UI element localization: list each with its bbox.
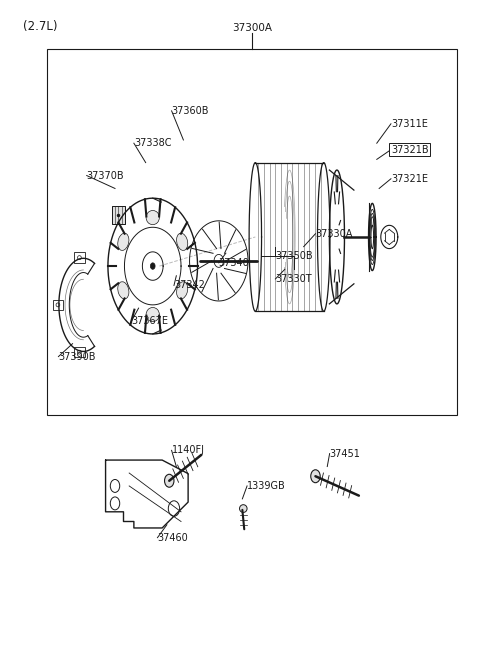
Text: 37390B: 37390B xyxy=(59,352,96,362)
Text: 37330T: 37330T xyxy=(276,274,312,284)
Text: 37342: 37342 xyxy=(174,280,205,290)
Text: 37370B: 37370B xyxy=(87,170,124,181)
Ellipse shape xyxy=(146,307,159,322)
Text: 37367E: 37367E xyxy=(132,316,168,326)
Bar xyxy=(74,252,84,263)
Ellipse shape xyxy=(110,497,120,510)
Text: 1140FJ: 1140FJ xyxy=(172,445,204,455)
Ellipse shape xyxy=(146,210,159,225)
Ellipse shape xyxy=(177,233,188,250)
Ellipse shape xyxy=(150,263,155,269)
Bar xyxy=(47,49,457,415)
Ellipse shape xyxy=(78,350,81,354)
Ellipse shape xyxy=(240,505,247,512)
Bar xyxy=(53,300,63,310)
Text: 37300A: 37300A xyxy=(232,24,272,33)
Ellipse shape xyxy=(311,470,320,483)
Ellipse shape xyxy=(168,501,180,516)
Text: 37360B: 37360B xyxy=(172,106,209,116)
Text: 37451: 37451 xyxy=(330,449,360,458)
Ellipse shape xyxy=(56,303,60,307)
Ellipse shape xyxy=(165,474,174,487)
Text: 37460: 37460 xyxy=(157,533,188,542)
Ellipse shape xyxy=(177,282,188,299)
Ellipse shape xyxy=(118,233,129,250)
Ellipse shape xyxy=(78,255,81,259)
Ellipse shape xyxy=(110,479,120,493)
Ellipse shape xyxy=(118,282,129,299)
Text: 37338C: 37338C xyxy=(134,138,171,148)
Text: 37330A: 37330A xyxy=(315,229,353,238)
Text: 37321E: 37321E xyxy=(391,174,428,184)
Text: (2.7L): (2.7L) xyxy=(23,20,58,33)
Text: 37350B: 37350B xyxy=(276,252,313,261)
Bar xyxy=(112,206,125,224)
Text: 37311E: 37311E xyxy=(391,119,428,129)
Text: 37340: 37340 xyxy=(219,258,250,268)
Bar xyxy=(74,347,84,358)
Text: 37321B: 37321B xyxy=(391,145,429,155)
Text: 1339GB: 1339GB xyxy=(247,481,286,491)
